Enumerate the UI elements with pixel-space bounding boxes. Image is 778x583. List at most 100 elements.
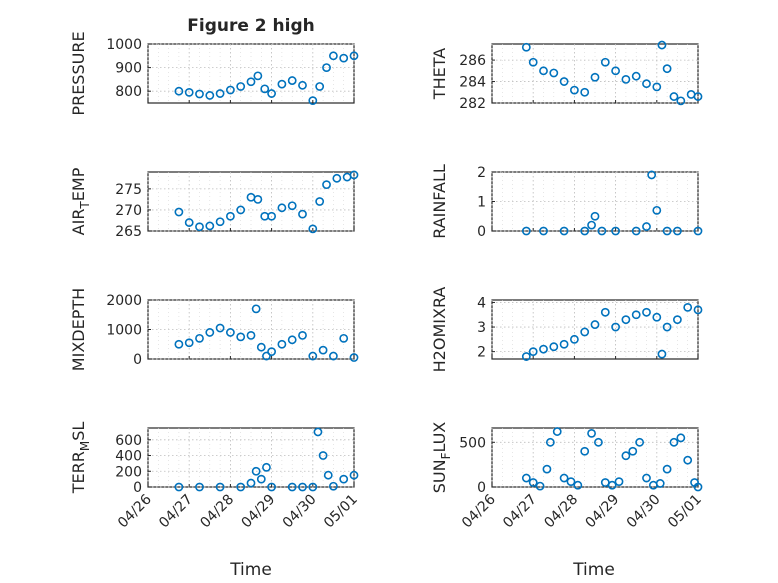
data-point bbox=[545, 437, 555, 447]
y-tick-label: 284 bbox=[459, 75, 486, 91]
data-point bbox=[647, 170, 657, 180]
y-tick-label: 1 bbox=[477, 195, 486, 211]
data-point bbox=[628, 446, 638, 456]
data-point bbox=[693, 305, 703, 315]
data-point bbox=[673, 315, 682, 325]
data-point bbox=[236, 205, 246, 215]
data-point bbox=[652, 312, 662, 322]
data-point bbox=[308, 482, 318, 492]
data-point bbox=[349, 353, 359, 362]
y-axis-label: PRESSURE bbox=[69, 31, 88, 115]
y-tick-label: 600 bbox=[115, 433, 142, 449]
data-point bbox=[580, 327, 590, 337]
data-point bbox=[236, 332, 246, 342]
subplot-row3-left: 0 1000 2000 MIXDEPTH bbox=[69, 288, 359, 371]
y-tick-label: 0 bbox=[477, 224, 486, 240]
y-tick-label: 286 bbox=[459, 53, 486, 69]
data-point bbox=[539, 66, 548, 76]
data-point bbox=[642, 79, 651, 89]
data-point bbox=[570, 85, 579, 95]
y-axis-label: AIRTEMP bbox=[69, 167, 92, 235]
y-tick-label: 1000 bbox=[106, 37, 142, 53]
data-point bbox=[246, 77, 256, 87]
data-point bbox=[669, 92, 679, 101]
x-tick-label: 04/30 bbox=[624, 492, 664, 532]
data-point bbox=[642, 307, 651, 317]
data-point bbox=[521, 352, 531, 361]
data-point bbox=[683, 455, 693, 465]
data-point bbox=[652, 205, 662, 215]
data-point bbox=[631, 310, 641, 320]
data-point bbox=[174, 207, 184, 217]
data-point bbox=[693, 482, 703, 492]
data-point bbox=[267, 482, 276, 492]
data-point bbox=[195, 333, 204, 343]
data-point bbox=[611, 322, 620, 332]
data-point bbox=[267, 89, 276, 98]
data-point bbox=[597, 226, 607, 236]
data-point bbox=[539, 226, 548, 236]
data-point bbox=[318, 451, 328, 460]
data-point bbox=[528, 347, 538, 357]
data-point bbox=[611, 226, 620, 236]
data-point bbox=[225, 211, 235, 221]
x-tick-label: 04/28 bbox=[197, 492, 237, 532]
data-point bbox=[693, 92, 703, 101]
data-point bbox=[611, 66, 620, 76]
data-point bbox=[590, 72, 600, 82]
data-point bbox=[642, 222, 651, 231]
data-point bbox=[225, 85, 235, 95]
data-point bbox=[600, 57, 610, 67]
x-tick-label: 05/01 bbox=[321, 492, 361, 532]
y-tick-label: 270 bbox=[115, 203, 142, 219]
data-point bbox=[669, 437, 679, 447]
y-tick-label: 0 bbox=[133, 480, 142, 496]
data-point bbox=[587, 220, 596, 230]
data-point bbox=[657, 349, 667, 359]
data-point bbox=[322, 180, 331, 190]
y-tick-label: 265 bbox=[115, 224, 142, 240]
subplot-row3-right: 2 3 4 H2OMIXRA bbox=[430, 287, 703, 372]
y-tick-label: 400 bbox=[115, 449, 142, 465]
data-point bbox=[215, 323, 225, 333]
data-point bbox=[635, 437, 645, 447]
data-point bbox=[521, 473, 531, 483]
data-point bbox=[693, 226, 703, 236]
x-tick-label: 04/28 bbox=[541, 492, 581, 532]
data-point bbox=[590, 211, 600, 221]
data-point bbox=[256, 342, 266, 352]
data-point bbox=[323, 470, 333, 480]
data-point bbox=[652, 82, 662, 92]
data-point bbox=[195, 482, 204, 492]
data-point bbox=[528, 478, 538, 487]
x-axis-label-left: Time bbox=[229, 560, 272, 580]
data-point bbox=[215, 482, 225, 492]
data-point bbox=[662, 322, 672, 332]
data-point bbox=[260, 84, 270, 94]
y-axis-label: MIXDEPTH bbox=[69, 288, 88, 371]
data-point bbox=[580, 226, 590, 236]
axes-box bbox=[491, 171, 699, 232]
data-point bbox=[676, 96, 686, 106]
data-point bbox=[552, 427, 562, 436]
data-point bbox=[174, 339, 184, 349]
data-point bbox=[251, 304, 261, 314]
x-tick-label: 04/26 bbox=[115, 491, 155, 531]
data-point bbox=[542, 464, 552, 474]
data-point bbox=[308, 351, 318, 361]
data-point bbox=[246, 478, 256, 488]
data-point bbox=[205, 328, 215, 337]
data-point bbox=[614, 477, 624, 487]
data-point bbox=[570, 334, 579, 344]
data-point bbox=[262, 462, 271, 472]
data-point bbox=[621, 75, 631, 84]
data-point bbox=[195, 222, 204, 232]
figure-title: Figure 2 high bbox=[187, 16, 315, 36]
data-point bbox=[315, 197, 325, 206]
data-point bbox=[256, 474, 266, 484]
data-point bbox=[332, 173, 342, 183]
y-axis-label: RAINFALL bbox=[430, 164, 449, 239]
data-point bbox=[262, 351, 271, 361]
